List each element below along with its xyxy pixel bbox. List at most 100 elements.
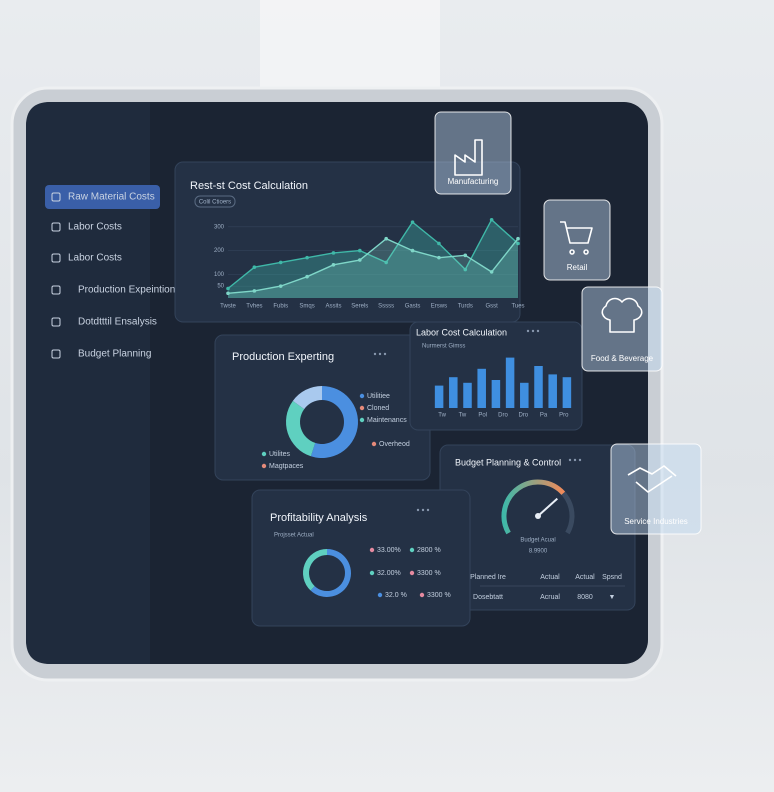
x-tick-label: Fubis xyxy=(273,304,288,310)
bar xyxy=(463,382,472,408)
y-tick-label: 200 xyxy=(214,248,225,254)
line-point xyxy=(278,260,283,265)
sidebar-item[interactable]: Labor Costs xyxy=(68,222,122,233)
table-header: Planned Ire xyxy=(470,574,506,581)
legend-dot xyxy=(419,592,425,598)
sidebar-icon xyxy=(51,253,61,263)
gauge-arc xyxy=(501,479,566,535)
profitability-panel xyxy=(251,489,471,627)
legend-label: 32.00% xyxy=(377,570,401,577)
line-point xyxy=(331,251,336,255)
bar xyxy=(520,382,529,408)
legend-label: Cloned xyxy=(367,405,389,412)
sidebar-icon xyxy=(51,317,61,327)
donut-slice xyxy=(310,549,351,597)
line-point xyxy=(226,286,230,291)
panel-title: Profitability Analysis xyxy=(270,512,368,524)
sidebar xyxy=(26,102,150,664)
cost-panel xyxy=(174,161,521,323)
line-point xyxy=(305,255,309,260)
line-point xyxy=(358,248,362,253)
line-point xyxy=(463,253,468,258)
sidebar-item[interactable]: Dotdtttil Ensalysis xyxy=(78,317,157,328)
sidebar-active xyxy=(45,185,160,209)
donut-slice xyxy=(286,400,316,457)
x-tick-label: Pa xyxy=(540,413,548,419)
bar xyxy=(548,374,557,408)
chip-label: Colil Ctioers xyxy=(199,200,231,206)
card-label: Service Industries xyxy=(624,517,688,526)
line-point xyxy=(331,263,336,267)
table-header: Actual xyxy=(575,574,595,581)
line-point xyxy=(252,265,257,269)
legend-dot xyxy=(409,570,415,576)
line-point xyxy=(252,289,257,293)
donut-slice xyxy=(303,549,327,591)
panel-title: Production Experting xyxy=(232,351,334,363)
x-tick-label: Assits xyxy=(325,304,341,310)
x-tick-label: Tvhes xyxy=(246,304,262,310)
line xyxy=(227,237,519,294)
legend-label: Utilites xyxy=(269,451,291,458)
x-tick-label: Dro xyxy=(518,413,528,419)
card-icon xyxy=(560,221,593,255)
line-point xyxy=(305,274,309,279)
legend-dot xyxy=(377,592,383,598)
x-tick-label: Gsst xyxy=(485,304,498,310)
industry-card[interactable] xyxy=(610,443,702,535)
menu-dots xyxy=(373,329,582,512)
line xyxy=(227,218,519,290)
industry-card[interactable] xyxy=(434,111,512,195)
industry-card[interactable] xyxy=(543,199,611,281)
x-tick-label: Smqs xyxy=(299,304,314,310)
legend-dot xyxy=(409,547,415,553)
line-point xyxy=(384,260,388,265)
legend-label: Overheod xyxy=(379,441,410,448)
x-tick-label: Twste xyxy=(220,304,236,310)
bar xyxy=(449,377,458,408)
legend-dot xyxy=(261,451,267,457)
table-cell: Acrual xyxy=(540,594,560,601)
industry-card[interactable] xyxy=(581,286,663,372)
sidebar-icon xyxy=(51,285,61,295)
line-point xyxy=(463,267,468,272)
line-point xyxy=(489,270,494,274)
panel-subtitle: Projsset Actual xyxy=(274,533,314,539)
legend-dot xyxy=(371,441,377,447)
line-area xyxy=(228,238,518,298)
legend-dot xyxy=(359,393,365,399)
floating-cards: Manufacturing Retail Food & Beverage Servic… xyxy=(434,111,702,535)
line-point xyxy=(278,284,283,288)
bar xyxy=(562,377,572,408)
sidebar-icon xyxy=(51,192,61,202)
line-point xyxy=(489,217,494,222)
legend-label: 32.0 % xyxy=(385,592,407,599)
line-point xyxy=(410,220,415,224)
legend-dot xyxy=(359,405,365,411)
table-cell: Dosebtatt xyxy=(473,594,503,601)
legend-label: 2800 % xyxy=(417,547,441,554)
table-header: Actual xyxy=(540,574,560,581)
panel-title: Labor Cost Calculation xyxy=(416,327,507,337)
line-point xyxy=(516,241,520,246)
x-tick-label: Serels xyxy=(351,304,368,310)
sidebar-icon xyxy=(51,349,61,359)
table-header: Spsnd xyxy=(602,574,622,581)
x-tick-label: Pol xyxy=(478,413,487,419)
card-label: Manufacturing xyxy=(448,177,499,186)
legend-dot xyxy=(359,417,365,423)
sidebar-item[interactable]: Budget Planning xyxy=(78,349,151,360)
sidebar-icon xyxy=(51,222,61,232)
sidebar-item[interactable]: Labor Costs xyxy=(68,253,122,264)
sidebar-item[interactable]: Production Expeintions xyxy=(78,285,180,296)
sidebar-item[interactable]: Raw Material Costs xyxy=(68,192,155,203)
legend-dot xyxy=(261,463,267,469)
chip xyxy=(194,195,236,208)
legend-label: 3300 % xyxy=(427,592,451,599)
card-icon xyxy=(454,139,483,176)
card-label: Retail xyxy=(567,263,588,272)
bar xyxy=(505,357,515,408)
card-icon xyxy=(627,465,677,493)
legend-label: 33.00% xyxy=(377,547,401,554)
legend-label: Utilitiee xyxy=(367,393,390,400)
